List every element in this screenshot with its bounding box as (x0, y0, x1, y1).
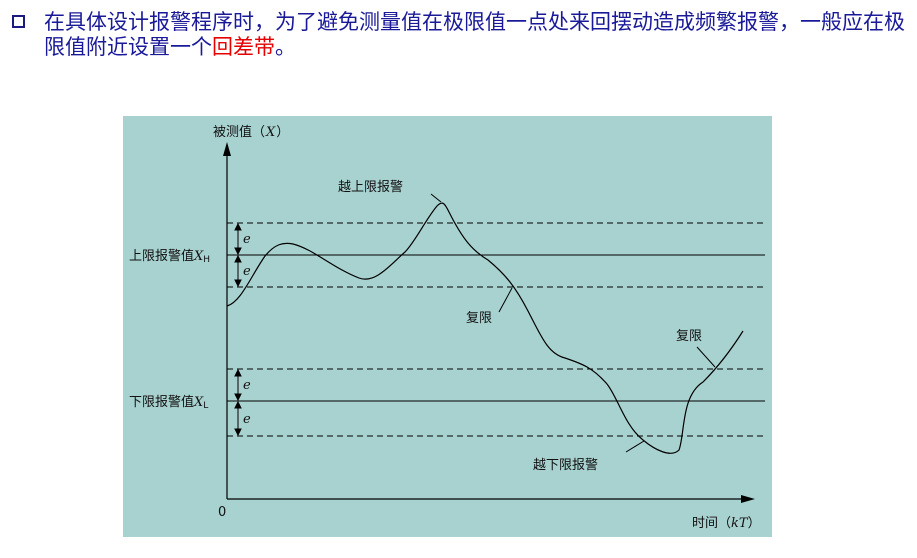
bullet-point: 在具体设计报警程序时，为了避免测量值在极限值一点处来回摆动造成频繁报警，一般应在… (12, 10, 907, 60)
annotation-reset-upper: 复限 (466, 311, 492, 326)
annotation-lower-alarm: 越下限报警 (533, 457, 598, 473)
lower-e-label-2: e (243, 412, 251, 427)
y-axis-label: 被测值（X） (213, 124, 289, 140)
x-axis-label: 时间（kT） (692, 516, 761, 531)
bullet-text: 在具体设计报警程序时，为了避免测量值在极限值一点处来回摆动造成频繁报警，一般应在… (44, 10, 907, 60)
bullet-text-end: 。 (275, 35, 296, 59)
bullet-text-main: 在具体设计报警程序时，为了避免测量值在极限值一点处来回摆动造成频繁报警，一般应在… (44, 10, 905, 59)
alarm-hysteresis-diagram: e e e e 被测值（X） 上限报警值XH 下限报警值XL 0 时间（kT） … (123, 116, 772, 537)
origin-label: 0 (218, 505, 226, 520)
diagram-background (123, 116, 772, 537)
lower-limit-label: 下限报警值XL (129, 394, 208, 411)
annotation-upper-alarm: 越上限报警 (338, 179, 403, 195)
bullet-square-icon (12, 15, 25, 28)
bullet-highlight: 回差带 (212, 35, 275, 59)
upper-limit-label: 上限报警值XH (129, 248, 210, 265)
lower-e-label-1: e (243, 378, 251, 393)
upper-e-label-2: e (243, 264, 251, 279)
annotation-reset-lower: 复限 (676, 329, 702, 344)
upper-e-label-1: e (243, 232, 251, 247)
